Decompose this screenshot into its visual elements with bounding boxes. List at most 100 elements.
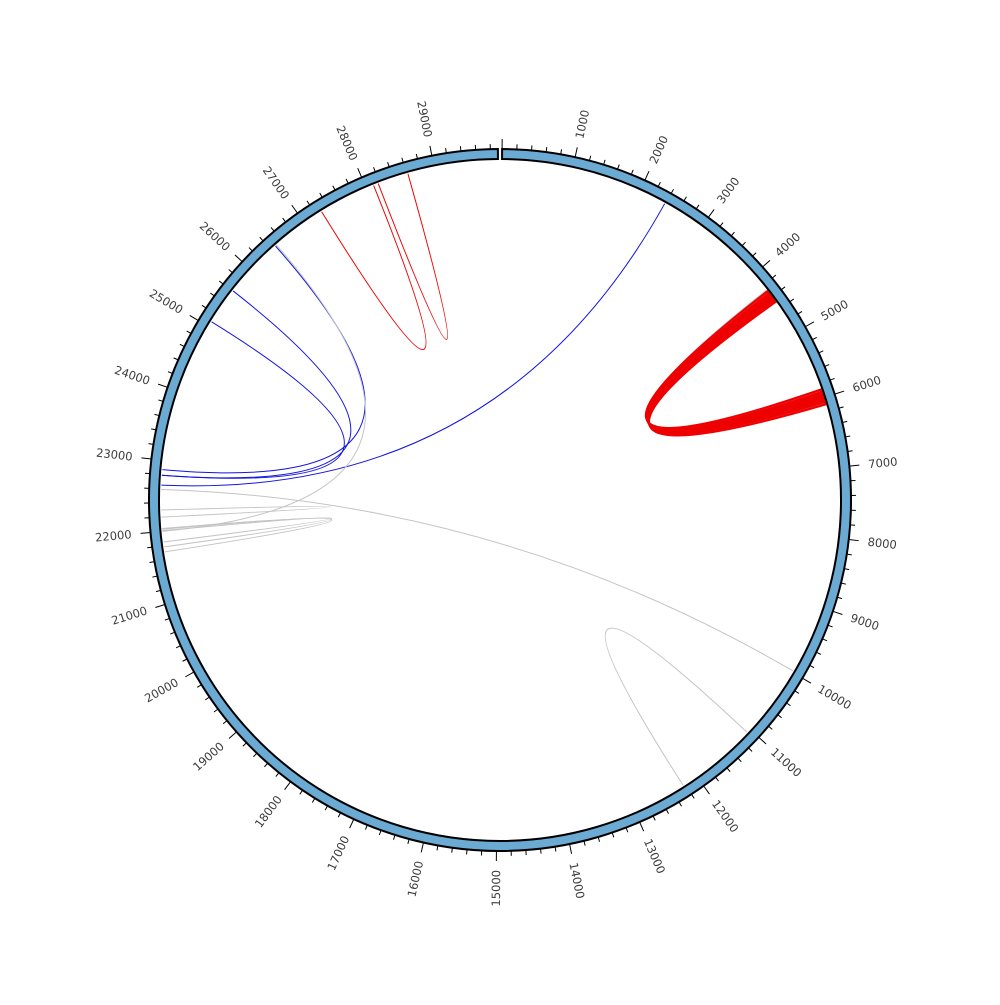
- chord-link-11: [161, 489, 793, 670]
- major-tick: [350, 819, 354, 828]
- major-tick: [235, 255, 242, 262]
- minor-tick: [394, 835, 395, 840]
- minor-tick: [727, 768, 730, 772]
- minor-tick: [810, 665, 814, 667]
- tick-marks: [141, 139, 860, 861]
- minor-tick: [174, 358, 179, 360]
- tick-label-9000: 9000: [849, 611, 881, 634]
- tick-label-20000: 20000: [142, 675, 181, 705]
- tick-label-13000: 13000: [641, 837, 668, 876]
- minor-tick: [598, 837, 599, 842]
- minor-tick: [731, 232, 734, 236]
- minor-tick: [696, 205, 699, 209]
- tick-label-7000: 7000: [868, 454, 898, 471]
- chord-link-4: [322, 185, 426, 349]
- genome-ring-band: [149, 149, 851, 851]
- minor-tick: [320, 193, 323, 197]
- minor-tick: [742, 242, 745, 246]
- major-tick: [833, 611, 842, 614]
- minor-tick: [249, 248, 253, 252]
- minor-tick: [452, 848, 453, 853]
- minor-tick: [147, 547, 152, 548]
- minor-tick: [158, 400, 163, 401]
- major-tick: [759, 737, 766, 744]
- major-tick: [640, 822, 644, 831]
- tick-label-21000: 21000: [110, 603, 149, 627]
- genome-ring: [149, 149, 851, 851]
- minor-tick: [781, 287, 785, 290]
- minor-tick: [210, 293, 214, 296]
- minor-tick: [460, 146, 461, 151]
- minor-tick: [338, 813, 340, 817]
- tick-label-22000: 22000: [95, 527, 133, 544]
- tick-label-17000: 17000: [324, 833, 352, 872]
- tick-label-18000: 18000: [252, 793, 285, 831]
- chord-link-7: [162, 246, 365, 473]
- minor-tick: [264, 763, 267, 767]
- minor-tick: [786, 703, 790, 706]
- chord-link-15: [162, 518, 331, 547]
- chord-link-10: [162, 245, 365, 531]
- major-tick: [849, 465, 859, 466]
- major-tick: [185, 672, 194, 677]
- minor-tick: [187, 331, 191, 333]
- major-tick: [802, 678, 811, 683]
- tick-label-29000: 29000: [414, 100, 435, 139]
- tick-label-6000: 6000: [851, 373, 883, 395]
- tick-label-10000: 10000: [815, 682, 854, 713]
- major-tick: [421, 843, 423, 853]
- major-tick: [158, 384, 167, 387]
- major-tick: [292, 205, 298, 213]
- minor-tick: [671, 189, 673, 193]
- tick-label-16000: 16000: [404, 860, 426, 899]
- major-tick: [708, 209, 714, 217]
- tick-label-15000: 15000: [489, 870, 503, 907]
- minor-tick: [333, 186, 335, 190]
- minor-tick: [666, 809, 668, 813]
- tick-label-2000: 2000: [646, 133, 671, 165]
- minor-tick: [307, 201, 310, 205]
- major-tick: [430, 146, 432, 156]
- major-tick: [229, 732, 237, 739]
- major-tick: [141, 532, 151, 533]
- minor-tick: [778, 715, 782, 718]
- major-tick: [575, 147, 577, 157]
- minor-tick: [223, 721, 227, 724]
- minor-tick: [214, 709, 218, 712]
- tick-label-28000: 28000: [333, 124, 360, 163]
- tick-label-19000: 19000: [190, 739, 227, 774]
- minor-tick: [312, 798, 315, 802]
- minor-tick: [848, 451, 853, 452]
- minor-tick: [653, 816, 655, 820]
- tick-label-5000: 5000: [818, 297, 850, 324]
- minor-tick: [812, 337, 816, 339]
- minor-tick: [790, 299, 794, 302]
- minor-tick: [720, 223, 723, 227]
- tick-label-1000: 1000: [572, 108, 592, 140]
- minor-tick: [795, 691, 799, 694]
- minor-tick: [197, 685, 201, 688]
- major-tick: [190, 315, 199, 320]
- major-tick: [141, 458, 151, 459]
- minor-tick: [271, 227, 274, 231]
- major-tick: [763, 260, 770, 267]
- minor-tick: [541, 849, 542, 854]
- links-layer: [161, 174, 825, 786]
- minor-tick: [325, 806, 327, 810]
- tick-label-12000: 12000: [709, 797, 742, 835]
- minor-tick: [768, 726, 772, 729]
- minor-tick: [658, 182, 660, 186]
- minor-tick: [205, 697, 209, 700]
- minor-tick: [346, 179, 348, 184]
- tick-labels: 1000200030004000500060007000800090001000…: [95, 100, 899, 907]
- minor-tick: [180, 344, 184, 346]
- minor-tick: [243, 743, 247, 746]
- tick-label-27000: 27000: [260, 164, 293, 202]
- minor-tick: [229, 269, 233, 272]
- tick-label-26000: 26000: [197, 219, 233, 254]
- minor-tick: [546, 147, 547, 152]
- minor-tick: [679, 802, 682, 806]
- major-tick: [285, 782, 291, 790]
- tick-label-8000: 8000: [867, 535, 898, 552]
- minor-tick: [684, 197, 687, 201]
